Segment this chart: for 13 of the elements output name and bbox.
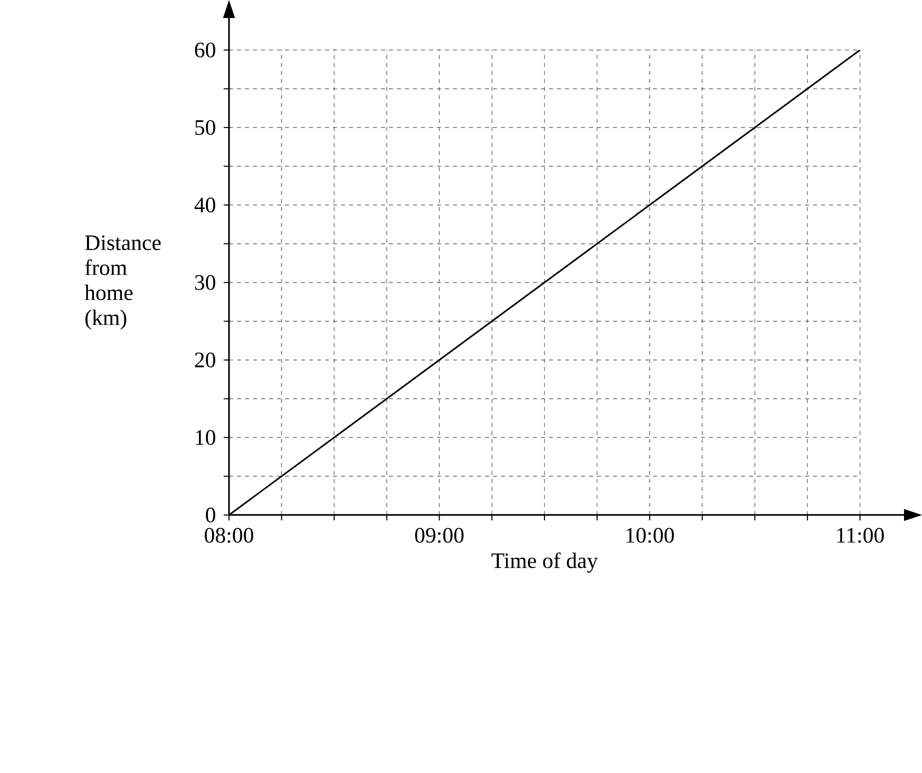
y-tick-label: 40 [194,198,216,212]
x-tick-label: 11:00 [837,528,884,543]
y-axis-title: Distance from home (km) [84,235,161,330]
x-tick-label: 08:00 [204,528,254,543]
x-axis-title: Time of day [492,552,598,573]
x-tick-label: 09:00 [415,528,464,543]
y-tick-label: 30 [195,275,216,290]
y-tick-label: 60 [195,42,216,58]
x-tick-label: 10:00 [626,528,674,543]
y-tick-label: 20 [195,352,216,368]
y-tick-label: 50 [195,120,216,135]
y-tick-label: 0 [206,508,216,522]
y-tick-label: 10 [196,430,216,445]
